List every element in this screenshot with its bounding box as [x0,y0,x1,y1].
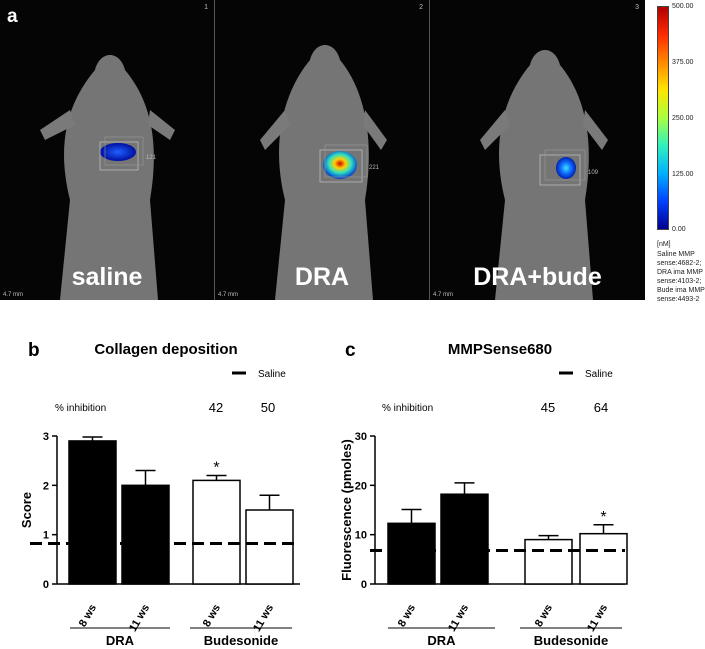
y-tick-label: 20 [355,480,367,492]
y-tick-label: 30 [355,431,367,443]
inhibition-value: 42 [209,400,223,415]
y-tick-label: 3 [43,431,49,443]
x-tick-label: 11 ws [446,602,471,633]
panel-letter-a: a [7,6,18,27]
x-tick-label: 8 ws [201,602,223,629]
colorbar-note: DRA ima MMP [657,269,703,276]
colorbar-unit: [nM] [657,241,671,248]
legend-label: Saline [585,369,613,380]
x-tick-label: 8 ws [77,602,99,629]
x-tick-label: 8 ws [533,602,555,629]
y-axis-label: Fluorescence (pmoles) [339,439,354,581]
chart-title: Collagen deposition [94,341,237,358]
inhibition-label: % inhibition [382,403,433,414]
mouse-silhouette [40,55,175,300]
condition-label: DRA [294,263,350,291]
mouse-panel-dra-bude: 3 109 4.7 mm DRA+bude [430,0,645,300]
y-tick-label: 10 [355,530,367,542]
colorbar-tick: 250.00 [672,115,694,122]
colorbar-tick: 125.00 [672,171,694,178]
colorbar-note: Saline MMP [657,251,695,258]
scale-bar-label: 4.7 mm [433,292,454,298]
bar [440,493,489,585]
mouse-silhouette [480,50,608,300]
panel-number: 2 [419,4,423,11]
x-tick-label: 8 ws [396,602,418,629]
roi-value: 221 [369,165,380,171]
bar [524,538,573,585]
bar [68,440,117,585]
colorbar-note: sense:4493-2 [657,296,700,303]
group-label: DRA [106,633,135,648]
roi-value: 121 [146,155,157,161]
panel-letter: c [345,340,356,361]
colorbar-gradient [657,6,669,230]
y-tick-label: 0 [43,579,49,591]
inhibition-value: 45 [541,400,555,415]
condition-label: DRA+bude [473,263,602,291]
bar [245,509,294,585]
legend-label: Saline [258,369,286,380]
y-axis-label: Score [19,492,34,528]
imaging-strip: 1 121 4.7 mm saline 2 221 4.7 mm DRA [0,0,645,300]
colorbar-note: Bude ima MMP [657,287,705,294]
inhibition-value: 50 [261,400,275,415]
colorbar: 500.00 375.00 250.00 125.00 0.00 [nM] Sa… [645,0,705,303]
x-tick-label: 11 ws [585,602,610,633]
colorbar-note: sense:4103-2; [657,278,702,285]
panel-number: 1 [204,4,208,11]
bar [192,479,241,585]
bar [387,522,436,585]
colorbar-tick: 0.00 [672,226,686,233]
mouse-silhouette [260,45,387,300]
colorbar-note: sense:4682-2; [657,260,702,267]
group-label: Budesonide [534,633,608,648]
mouse-panel-saline: 1 121 4.7 mm saline [0,0,215,300]
scale-bar-label: 4.7 mm [3,292,24,298]
y-tick-label: 0 [361,579,367,591]
significance-marker: * [600,509,606,526]
roi-value: 109 [588,170,599,176]
panel-letter: b [28,340,40,361]
scale-bar-label: 4.7 mm [218,292,239,298]
x-tick-label: 11 ws [127,602,152,633]
colorbar-tick: 375.00 [672,59,694,66]
inhibition-label: % inhibition [55,403,106,414]
y-tick-label: 1 [43,530,49,542]
inhibition-value: 64 [594,400,608,415]
x-tick-label: 11 ws [251,602,276,633]
group-label: DRA [427,633,456,648]
condition-label: saline [71,263,143,291]
group-label: Budesonide [204,633,278,648]
panel-number: 3 [635,4,639,11]
y-tick-label: 2 [43,480,49,492]
mouse-panel-dra: 2 221 4.7 mm DRA [215,0,430,300]
colorbar-tick: 500.00 [672,3,694,10]
significance-marker: * [213,459,219,476]
bar [121,484,170,585]
bar [579,532,628,585]
chart-title: MMPSense680 [448,341,552,358]
